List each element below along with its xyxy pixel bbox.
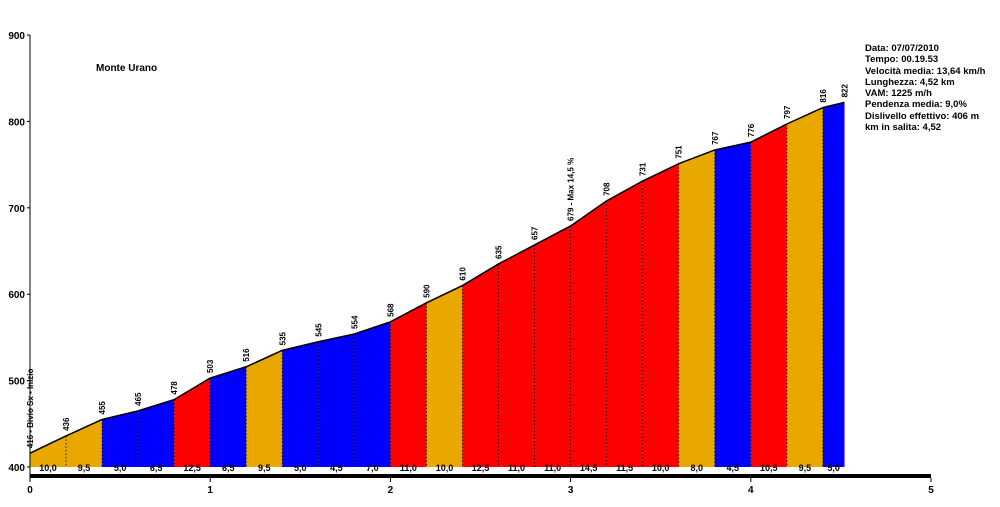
elevation-label-18: 751 [675, 145, 684, 159]
elevation-label-14: 657 [531, 226, 540, 240]
gradient-label-10: 11,0 [400, 463, 417, 473]
segment-dividers [65, 107, 824, 467]
gradient-labels: 10,0 9,5 5,0 6,5 12,5 6,5 9,5 5,0 4,5 7,0 11,0 10,0… [39, 463, 840, 473]
elevation-label-9: 554 [350, 315, 359, 329]
elevation-label-19: 767 [711, 131, 720, 145]
ride-info-box: Data: 07/07/2010 Tempo: 00.19.53 Velocità … [865, 43, 985, 133]
elevation-label-2: 455 [98, 401, 107, 415]
y-tick-label-700: 700 [8, 204, 25, 215]
elevation-label-7: 535 [278, 331, 287, 345]
gradient-segment-12 [462, 263, 499, 467]
info-line-4: VAM: 1225 m/h [865, 88, 932, 100]
gradient-segment-20 [750, 123, 787, 467]
elevation-label-1: 436 [62, 417, 71, 431]
elevation-label-16: 708 [603, 182, 612, 196]
gradient-segment-6 [246, 350, 283, 467]
gradient-segment-10 [390, 302, 427, 467]
gradient-segment-18 [678, 149, 715, 468]
gradient-label-11: 10,0 [436, 463, 454, 473]
info-line-7: km in salita: 4,52 [865, 122, 942, 134]
gradient-segment-2 [102, 410, 139, 467]
info-line-2: Velocità media: 13,64 km/h [865, 65, 986, 77]
gradient-label-19: 4,5 [727, 463, 740, 473]
gradient-segment-5 [210, 366, 247, 467]
gradient-label-3: 6,5 [150, 463, 163, 473]
gradient-label-22: 5,0 [827, 463, 840, 473]
gradient-segment-7 [282, 341, 319, 467]
elevation-label-23: 822 [841, 83, 850, 97]
gradient-segment-21 [786, 107, 823, 468]
elevation-label-3: 465 [134, 392, 143, 406]
gradient-label-0: 10,0 [39, 463, 57, 473]
gradient-label-17: 10,0 [652, 463, 670, 473]
y-tick-label-500: 500 [8, 377, 25, 388]
gradient-segment-17 [642, 163, 679, 467]
elevation-label-5: 503 [206, 359, 215, 373]
gradient-label-12: 12,5 [472, 463, 490, 473]
elevation-label-10: 568 [386, 303, 395, 317]
gradient-label-15: 14,5 [580, 463, 598, 473]
info-line-5: Pendenza media: 9,0% [865, 99, 967, 111]
gradient-label-14: 11,0 [544, 463, 561, 473]
gradient-label-21: 9,5 [799, 463, 812, 473]
x-tick-label-3: 3 [568, 485, 574, 496]
x-tick-label-5: 5 [928, 485, 934, 496]
gradient-label-5: 6,5 [222, 463, 235, 473]
elevation-label-17: 731 [639, 162, 648, 176]
gradient-segment-11 [426, 285, 463, 467]
elevation-profile-line [29, 101, 845, 454]
elevation-label-20: 776 [747, 123, 756, 137]
gradient-segment-9 [354, 321, 391, 467]
info-line-0: Data: 07/07/2010 [865, 43, 939, 54]
elevation-label-22: 816 [819, 89, 828, 103]
elevation-label-13: 635 [495, 245, 504, 259]
gradient-label-8: 4,5 [330, 463, 343, 473]
x-tick-label-2: 2 [388, 485, 394, 496]
gradient-label-9: 7,0 [366, 463, 379, 473]
elevation-label-6: 516 [242, 348, 251, 362]
gradient-segment-15 [570, 200, 607, 467]
x-tick-label-4: 4 [748, 485, 754, 496]
gradient-label-2: 5,0 [114, 463, 127, 473]
x-tick-label-0: 0 [27, 485, 33, 496]
y-tick-label-800: 800 [8, 117, 25, 128]
gradient-segment-1 [66, 419, 103, 467]
distance-baseline-bar [30, 474, 931, 478]
gradient-label-4: 12,5 [183, 463, 201, 473]
gradient-segment-16 [606, 181, 643, 468]
gradient-label-1: 9,5 [78, 463, 91, 473]
gradient-segment-8 [318, 333, 355, 467]
gradient-segment-19 [714, 142, 751, 468]
x-axis-ticks: 0 1 2 3 4 5 [27, 478, 934, 496]
info-line-6: Dislivello effettivo: 406 m [865, 110, 980, 122]
elevation-label-12: 610 [458, 267, 467, 281]
gradient-segment-13 [498, 244, 535, 467]
elevation-label-11: 590 [422, 284, 431, 298]
gradient-segments [30, 102, 845, 468]
x-tick-label-1: 1 [207, 485, 213, 496]
gradient-segment-0 [30, 435, 67, 467]
info-line-3: Lunghezza: 4,52 km [865, 76, 955, 88]
y-axis-ticks: 400 500 600 700 800 900 [8, 31, 30, 474]
gradient-label-13: 11,0 [508, 463, 525, 473]
elevation-label-21: 797 [783, 105, 792, 119]
gradient-label-16: 11,5 [616, 463, 633, 473]
gradient-segment-14 [534, 225, 571, 467]
gradient-label-20: 10,5 [760, 463, 778, 473]
gradient-label-7: 5,0 [294, 463, 307, 473]
y-tick-label-900: 900 [8, 31, 25, 42]
y-tick-label-400: 400 [8, 463, 25, 474]
info-line-1: Tempo: 00.19.53 [865, 54, 939, 66]
elevation-label-15: 679 - Max 14,5 % [567, 158, 576, 221]
chart-title: Monte Urano [96, 63, 157, 74]
elevation-label-4: 478 [170, 381, 179, 395]
gradient-label-18: 8,0 [690, 463, 703, 473]
gradient-label-6: 9,5 [258, 463, 271, 473]
elevation-label-8: 545 [314, 323, 323, 337]
y-tick-label-600: 600 [8, 290, 25, 301]
gradient-segment-4 [174, 378, 211, 467]
gradient-segment-3 [138, 399, 175, 467]
gradient-segment-22 [822, 102, 845, 467]
